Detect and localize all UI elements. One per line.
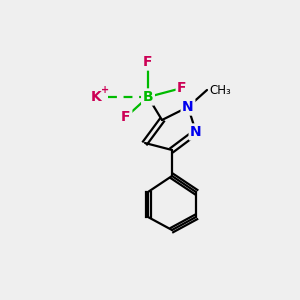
Text: F: F	[121, 110, 131, 124]
Text: N: N	[190, 125, 202, 139]
Text: F: F	[177, 81, 187, 95]
Text: +: +	[101, 85, 109, 95]
Text: F: F	[143, 55, 153, 69]
Text: K: K	[91, 90, 101, 104]
Text: CH₃: CH₃	[209, 83, 231, 97]
Text: N: N	[182, 100, 194, 114]
Text: B: B	[143, 90, 153, 104]
